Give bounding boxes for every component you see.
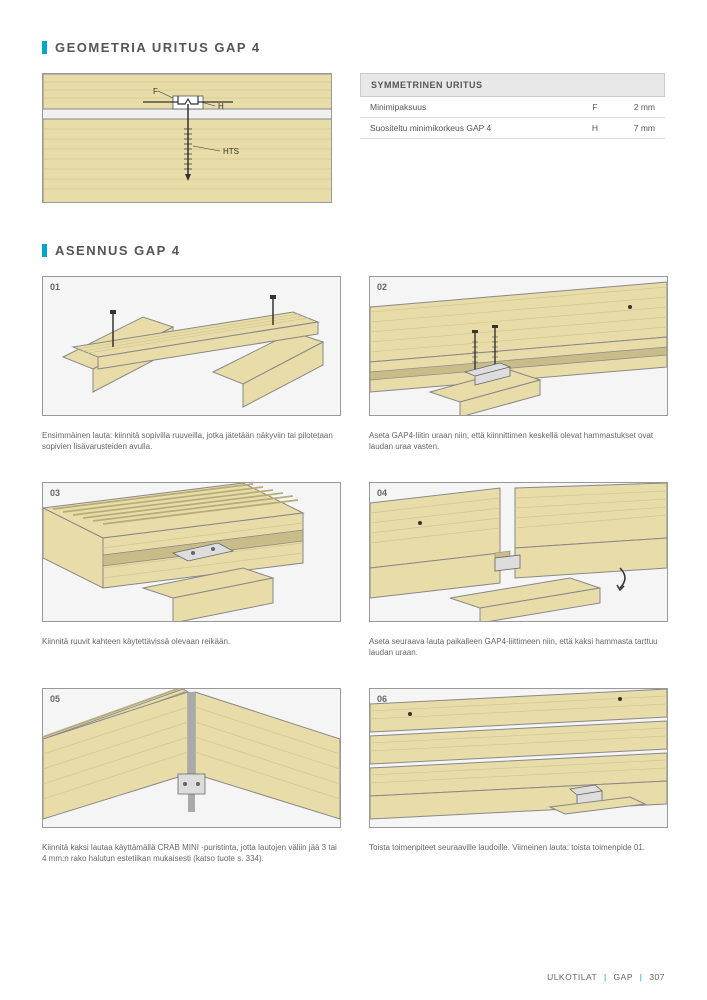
spec-label: Minimipaksuus bbox=[370, 102, 580, 112]
step-image: 01 bbox=[42, 276, 341, 416]
title-text: GEOMETRIA URITUS GAP 4 bbox=[55, 40, 261, 55]
title-marker bbox=[42, 244, 47, 257]
page-footer: ULKOTILAT | GAP | 307 bbox=[547, 972, 665, 982]
step-image: 02 bbox=[369, 276, 668, 416]
step-number: 01 bbox=[50, 282, 60, 292]
install-grid: 01 Ensimmäinen lauta: kiinnitä sopivilla… bbox=[42, 276, 665, 872]
footer-sep: | bbox=[604, 972, 607, 982]
step-image: 03 bbox=[42, 482, 341, 622]
geometry-row: F H HTS SYMMETRINEN URITUS Minimipaksuus… bbox=[42, 73, 665, 203]
step-number: 05 bbox=[50, 694, 60, 704]
spec-value: 2 mm bbox=[610, 102, 655, 112]
install-step-04: 04 bbox=[369, 482, 668, 666]
step-caption: Ensimmäinen lauta: kiinnitä sopivilla ru… bbox=[42, 430, 341, 460]
step-caption: Kiinnitä ruuvit kahteen käytettävissä ol… bbox=[42, 636, 341, 666]
footer-product: GAP bbox=[614, 972, 633, 982]
title-marker bbox=[42, 41, 47, 54]
step-number: 02 bbox=[377, 282, 387, 292]
label-f: F bbox=[153, 87, 158, 96]
label-hts: HTS bbox=[223, 147, 239, 156]
install-step-05: 05 bbox=[42, 688, 341, 872]
spec-row: Suositeltu minimikorkeus GAP 4 H 7 mm bbox=[360, 118, 665, 139]
step-number: 04 bbox=[377, 488, 387, 498]
spec-code: H bbox=[580, 123, 610, 133]
spec-row: Minimipaksuus F 2 mm bbox=[360, 97, 665, 118]
footer-category: ULKOTILAT bbox=[547, 972, 597, 982]
step-caption: Kiinnitä kaksi lautaa käyttämällä CRAB M… bbox=[42, 842, 341, 872]
install-step-01: 01 Ensimmäinen lauta: kiinnitä sopivilla… bbox=[42, 276, 341, 460]
step-image: 05 bbox=[42, 688, 341, 828]
spec-header: SYMMETRINEN URITUS bbox=[360, 73, 665, 97]
section-1-title: GEOMETRIA URITUS GAP 4 bbox=[42, 40, 665, 55]
section-2-title: ASENNUS GAP 4 bbox=[42, 243, 665, 258]
install-step-06: 06 Toista toimenpiteet s bbox=[369, 688, 668, 872]
footer-sep: | bbox=[640, 972, 643, 982]
step-caption: Aseta GAP4-liitin uraan niin, että kiinn… bbox=[369, 430, 668, 460]
title-text: ASENNUS GAP 4 bbox=[55, 243, 180, 258]
step-number: 06 bbox=[377, 694, 387, 704]
step-number: 03 bbox=[50, 488, 60, 498]
install-step-02: 02 Ase bbox=[369, 276, 668, 460]
step-image: 04 bbox=[369, 482, 668, 622]
label-h: H bbox=[218, 102, 224, 111]
footer-page: 307 bbox=[649, 972, 665, 982]
spec-label: Suositeltu minimikorkeus GAP 4 bbox=[370, 123, 580, 133]
spec-value: 7 mm bbox=[610, 123, 655, 133]
step-caption: Toista toimenpiteet seuraaville laudoill… bbox=[369, 842, 668, 872]
spec-table: SYMMETRINEN URITUS Minimipaksuus F 2 mm … bbox=[360, 73, 665, 203]
geometry-diagram: F H HTS bbox=[42, 73, 332, 203]
step-caption: Aseta seuraava lauta paikalleen GAP4-lii… bbox=[369, 636, 668, 666]
step-image: 06 bbox=[369, 688, 668, 828]
install-step-03: 03 bbox=[42, 482, 341, 666]
spec-code: F bbox=[580, 102, 610, 112]
